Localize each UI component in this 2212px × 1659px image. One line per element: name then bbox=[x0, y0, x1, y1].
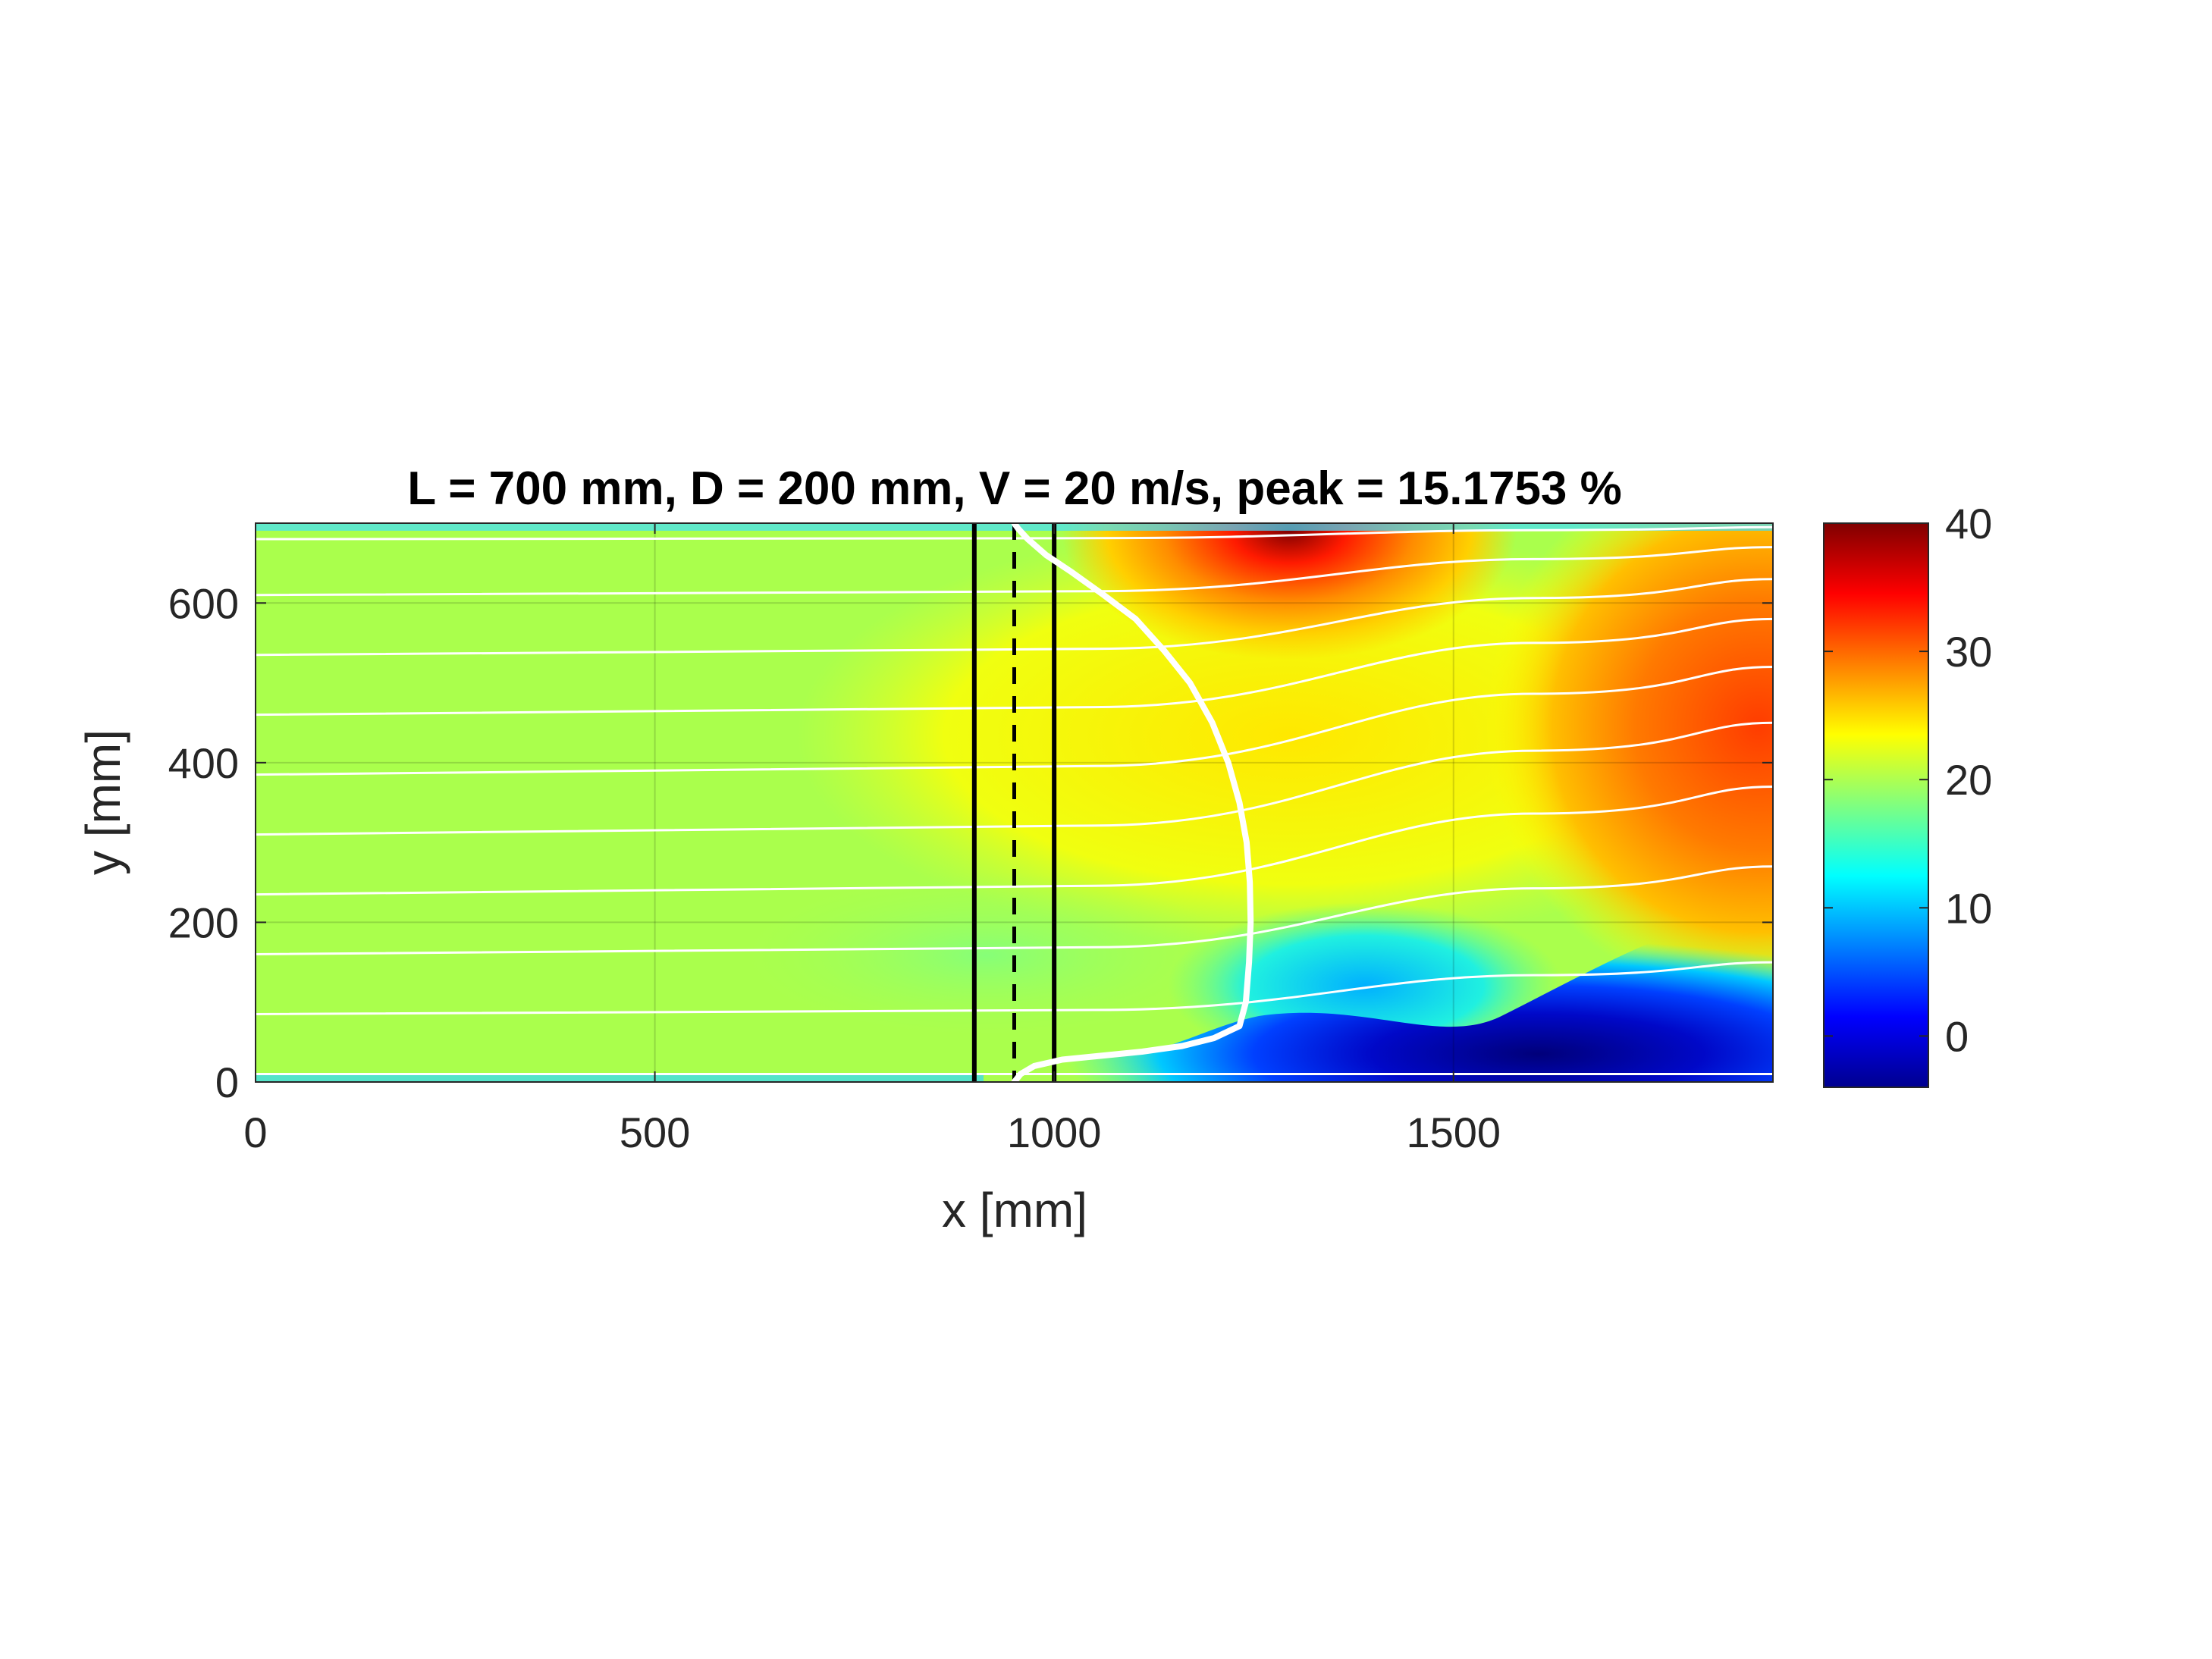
x-axis-label: x [mm] bbox=[942, 1183, 1087, 1237]
streamline bbox=[256, 525, 1773, 541]
y-tick-label: 400 bbox=[168, 739, 239, 787]
streamline bbox=[256, 578, 1773, 657]
streamline bbox=[256, 546, 1773, 597]
chart-title: L = 700 mm, D = 200 mm, V = 20 m/s, peak… bbox=[407, 463, 1622, 515]
y-tick-label: 600 bbox=[168, 579, 239, 627]
colorbar-tick-label: 0 bbox=[1945, 1012, 1969, 1060]
vertical-reference-lines bbox=[971, 523, 1057, 1082]
green-low-region bbox=[736, 872, 1236, 1039]
colorbar-tick-label: 40 bbox=[1945, 500, 1992, 547]
y-axis-label: y [mm] bbox=[76, 729, 130, 875]
x-tick-label: 500 bbox=[620, 1109, 690, 1156]
bottom-wall-strip bbox=[256, 1074, 984, 1082]
x-tick-label: 0 bbox=[243, 1109, 267, 1156]
colorbar-tick-label: 10 bbox=[1945, 884, 1992, 932]
colorbar-ticks: 0 10 20 30 40 bbox=[1824, 500, 1992, 1060]
bottom-cold-region bbox=[986, 902, 1773, 1082]
streamlines bbox=[256, 525, 1773, 1075]
colorbar-tick-label: 20 bbox=[1945, 756, 1992, 804]
streamline bbox=[256, 721, 1773, 836]
x-tick-label: 1000 bbox=[1007, 1109, 1102, 1156]
y-axis: 0 200 400 600 bbox=[168, 579, 1773, 1106]
streamline bbox=[256, 865, 1773, 956]
plot-frame bbox=[255, 522, 1774, 1083]
x-tick-label: 1500 bbox=[1406, 1109, 1501, 1156]
streamline bbox=[256, 617, 1773, 717]
top-hot-spot bbox=[1062, 523, 1517, 660]
y-tick-label: 0 bbox=[215, 1058, 239, 1106]
streamline bbox=[256, 785, 1773, 896]
y-tick-label: 200 bbox=[168, 898, 239, 946]
x-axis: 0 500 1000 1500 bbox=[243, 523, 1501, 1156]
profile-curve bbox=[1011, 523, 1254, 1082]
streamline bbox=[256, 961, 1773, 1016]
colorbar-tick-label: 30 bbox=[1945, 628, 1992, 676]
colorbar bbox=[1823, 522, 1929, 1088]
